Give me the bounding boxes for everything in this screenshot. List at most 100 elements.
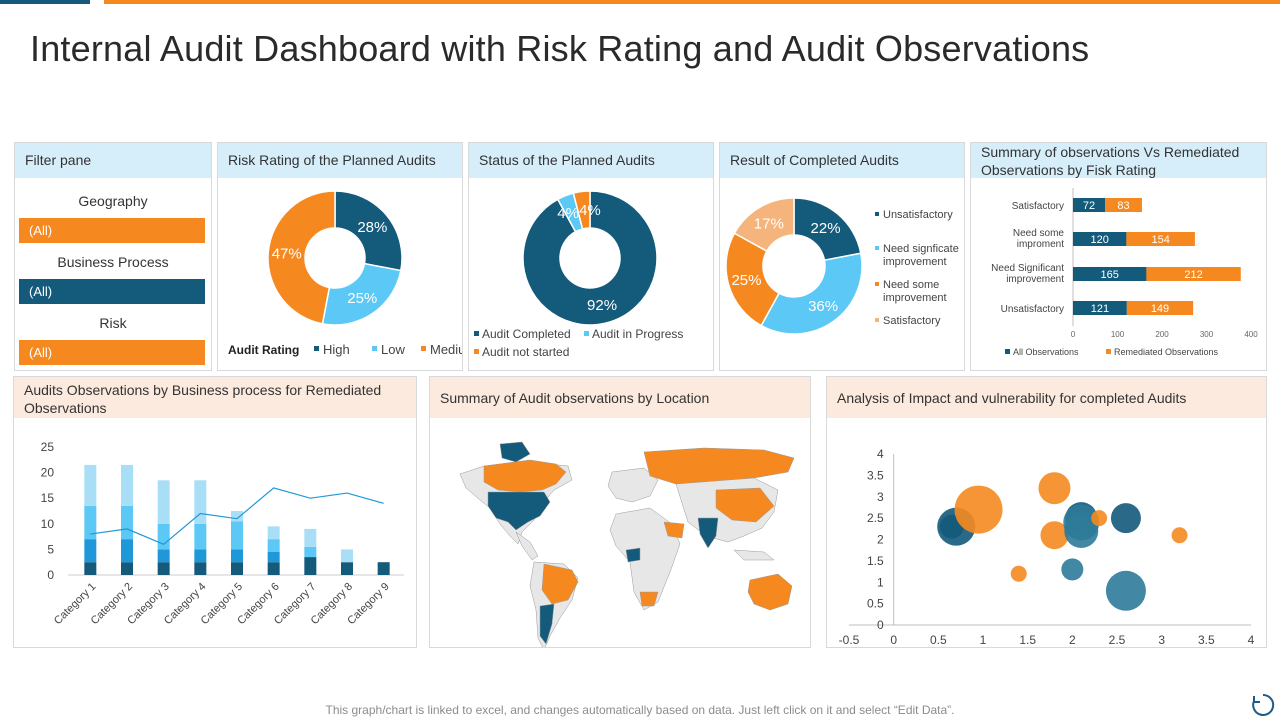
column-category-2-s1	[121, 562, 133, 575]
slice-label-unsatisfactory: 22%	[811, 220, 841, 237]
x-tick-200: 200	[1155, 330, 1169, 339]
column-category-8-s4	[341, 549, 353, 563]
x-tick-0: 0	[890, 633, 897, 647]
impact-chart[interactable]: 0 0.5 1 1.5 2 2.5 3 3.5 4 -0.5 0 0.5 1 1.5 2 2.5 3 3.5 4	[827, 418, 1266, 647]
region-russia	[643, 447, 795, 485]
bar-need-some-improment-remediated-observations	[1126, 232, 1195, 246]
business-panel: Audits Observations by Business process …	[13, 376, 417, 648]
region-nigeria	[625, 547, 641, 563]
y-tick-5: 5	[47, 542, 54, 556]
y-tick-1.5: 1.5	[867, 554, 884, 568]
slice-low	[321, 262, 402, 326]
column-category-6-s3	[267, 539, 280, 552]
bar-label-need-some-improment-remediated-observations: 154	[1151, 234, 1169, 246]
slice-satisfactory	[733, 197, 795, 253]
summary-chart[interactable]: 72 83 Satisfactory 120 154 Need some improment…	[971, 178, 1266, 370]
page-title: Internal Audit Dashboard with Risk Ratin…	[30, 28, 1090, 69]
legend-title: Audit Rating	[228, 343, 299, 357]
column-category-4-s1	[194, 562, 207, 575]
slice-need-signficate-improvement	[760, 252, 863, 335]
region-australia	[747, 573, 793, 611]
region-china	[715, 487, 775, 523]
column-category-4-s2	[194, 549, 207, 563]
legend-label-medium: Medium	[430, 342, 462, 357]
region-united-states	[487, 491, 551, 531]
x-tick-0.5: 0.5	[930, 633, 947, 647]
region-saudi-arabia	[663, 521, 685, 539]
region-argentina	[539, 603, 555, 645]
world-map[interactable]	[430, 418, 810, 647]
category-label-need-some-improment: Need some improment	[1013, 228, 1065, 250]
legend-label-audit-completed: Audit Completed	[482, 327, 571, 341]
location-panel: Summary of Audit observations by Locatio…	[429, 376, 811, 648]
status-panel: Status of the Planned Audits 92% 4% 4% Audi…	[468, 142, 714, 371]
bubble-6	[1040, 521, 1069, 550]
land-europe-base	[607, 467, 659, 503]
slice-need-some-improvement	[725, 232, 781, 327]
filter-label-business-process: Business Process	[57, 254, 169, 270]
x-tick-300: 300	[1200, 330, 1214, 339]
column-category-9-s1	[377, 562, 390, 575]
legend-label-audit-not-started: Audit not started	[482, 345, 569, 359]
category-label-satisfactory: Satisfactory	[1012, 201, 1064, 212]
y-tick-0.5: 0.5	[867, 597, 884, 611]
category-label-unsatisfactory: Unsatisfactory	[1001, 304, 1064, 315]
x-tick-1.5: 1.5	[1019, 633, 1036, 647]
slice-label-medium: 47%	[272, 245, 302, 262]
column-category-2-s3	[121, 505, 133, 540]
risk-rating-panel: Risk Rating of the Planned Audits 28% 25%…	[217, 142, 463, 371]
result-chart[interactable]: 22% 36% 25% 17% Unsatisfactory Need signficat…	[720, 178, 964, 370]
bar-need-significant-improvement-all-observations	[1073, 267, 1147, 281]
column-category-5-s1	[231, 562, 243, 575]
column-category-2-s4	[121, 464, 133, 506]
y-tick-3.5: 3.5	[867, 468, 884, 482]
risk-rating-chart[interactable]: 28% 25% 47% Audit Rating High Low Medium	[218, 178, 462, 370]
column-category-3-s1	[157, 562, 170, 575]
bubble-3	[954, 485, 1003, 534]
legend-swatch-need-signficate-improvement	[875, 246, 879, 250]
bubble-10	[1063, 504, 1100, 541]
column-category-1-s3	[84, 505, 97, 540]
bubble-14	[1171, 527, 1188, 544]
land-central-america	[515, 531, 539, 561]
result-title: Result of Completed Audits	[720, 143, 964, 178]
filter-risk-select[interactable]: (All)	[19, 340, 205, 365]
legend-label-satisfactory: Satisfactory	[883, 315, 941, 327]
bar-label-unsatisfactory-remediated-observations: 149	[1151, 303, 1169, 315]
legend-label-low: Low	[381, 342, 405, 357]
column-category-4-s4	[194, 480, 207, 524]
legend-swatch-low	[372, 346, 377, 351]
bar-unsatisfactory-all-observations	[1073, 301, 1127, 315]
legend-label-unsatisfactory: Unsatisfactory	[883, 209, 953, 221]
legend-swatch-audit-not-started	[474, 349, 479, 354]
legend-swatch-audit-completed	[474, 331, 479, 336]
column-category-7-s3	[304, 546, 317, 558]
filter-geography-select[interactable]: (All)	[19, 218, 205, 243]
column-category-8-s1	[341, 562, 353, 575]
bar-label-unsatisfactory-all-observations: 121	[1091, 303, 1109, 315]
filter-pane: Filter pane Geography (All) Business Pro…	[14, 142, 212, 371]
top-accent-orange	[104, 0, 1280, 4]
bar-need-significant-improvement-remediated-observations	[1146, 267, 1241, 281]
business-title: Audits Observations by Business process …	[14, 377, 416, 418]
slice-high	[334, 190, 403, 272]
bar-satisfactory-remediated-observations	[1105, 198, 1142, 212]
y-tick-20: 20	[41, 466, 55, 480]
filter-business-process-select[interactable]: (All)	[19, 279, 205, 304]
x-tick-400: 400	[1244, 330, 1258, 339]
legend-label-need-signficate-improvement: Need signficate improvement	[883, 243, 959, 268]
column-category-7-s4	[304, 528, 317, 547]
impact-panel: Analysis of Impact and vulnerability for…	[826, 376, 1267, 648]
filter-label-risk: Risk	[99, 315, 127, 331]
y-tick-1: 1	[877, 575, 884, 589]
x-tick-0: 0	[1071, 330, 1076, 339]
column-category-1-s4	[84, 464, 97, 506]
top-accent-dark	[0, 0, 90, 4]
column-category-4-s3	[194, 523, 207, 550]
x-tick-3.5: 3.5	[1198, 633, 1215, 647]
column-category-2-s2	[121, 539, 133, 563]
legend-label-all-observations: All Observations	[1013, 347, 1079, 357]
status-chart[interactable]: 92% 4% 4% Audit Completed Audit in Progress A…	[469, 178, 713, 370]
legend-swatch-high	[314, 346, 319, 351]
